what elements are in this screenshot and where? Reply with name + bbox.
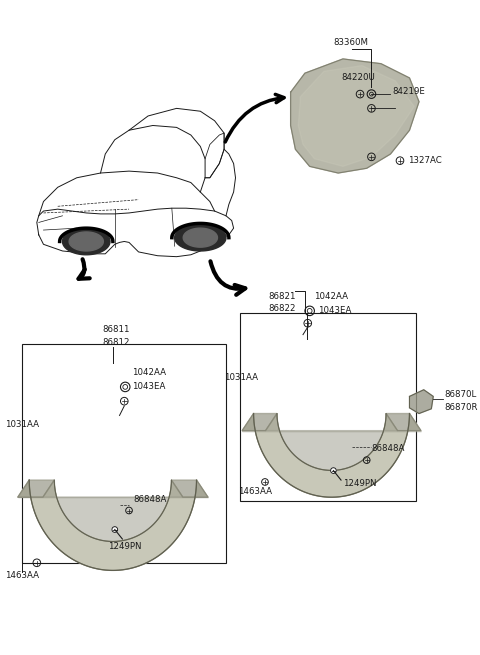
- Polygon shape: [298, 66, 414, 166]
- Text: 86848A: 86848A: [372, 444, 405, 453]
- Bar: [22, 344, 226, 563]
- Polygon shape: [242, 413, 277, 430]
- Polygon shape: [18, 480, 208, 571]
- Text: 1463AA: 1463AA: [239, 487, 272, 496]
- Text: 84219E: 84219E: [392, 86, 425, 96]
- Text: 86822: 86822: [269, 305, 296, 314]
- Polygon shape: [386, 413, 421, 430]
- Text: 86848A: 86848A: [134, 495, 167, 504]
- Polygon shape: [69, 232, 103, 251]
- Circle shape: [331, 468, 336, 474]
- Text: 1043EA: 1043EA: [318, 307, 351, 315]
- Polygon shape: [183, 228, 217, 247]
- Polygon shape: [171, 480, 208, 497]
- Text: 86811: 86811: [102, 326, 130, 334]
- Text: 1463AA: 1463AA: [5, 571, 39, 580]
- Text: 1043EA: 1043EA: [132, 383, 165, 392]
- Polygon shape: [265, 413, 397, 470]
- Text: 83360M: 83360M: [334, 38, 369, 47]
- Text: 84220U: 84220U: [341, 73, 375, 83]
- Text: 1042AA: 1042AA: [314, 292, 348, 301]
- Text: 86812: 86812: [102, 338, 130, 346]
- Text: 1327AC: 1327AC: [408, 156, 441, 165]
- Polygon shape: [242, 413, 421, 497]
- Polygon shape: [62, 228, 110, 255]
- Polygon shape: [409, 390, 433, 413]
- Text: 1031AA: 1031AA: [224, 373, 258, 382]
- Polygon shape: [291, 59, 419, 173]
- Bar: [240, 313, 416, 501]
- Text: 1249PN: 1249PN: [108, 542, 142, 551]
- Text: 86870L: 86870L: [444, 390, 477, 399]
- Polygon shape: [175, 225, 226, 251]
- Circle shape: [112, 527, 118, 533]
- Text: 86821: 86821: [269, 292, 296, 301]
- Polygon shape: [18, 480, 54, 497]
- Polygon shape: [43, 480, 183, 542]
- Text: 1249PN: 1249PN: [343, 479, 376, 489]
- Text: 1042AA: 1042AA: [132, 368, 166, 377]
- Text: 86870R: 86870R: [444, 403, 478, 413]
- Text: 1031AA: 1031AA: [5, 421, 39, 430]
